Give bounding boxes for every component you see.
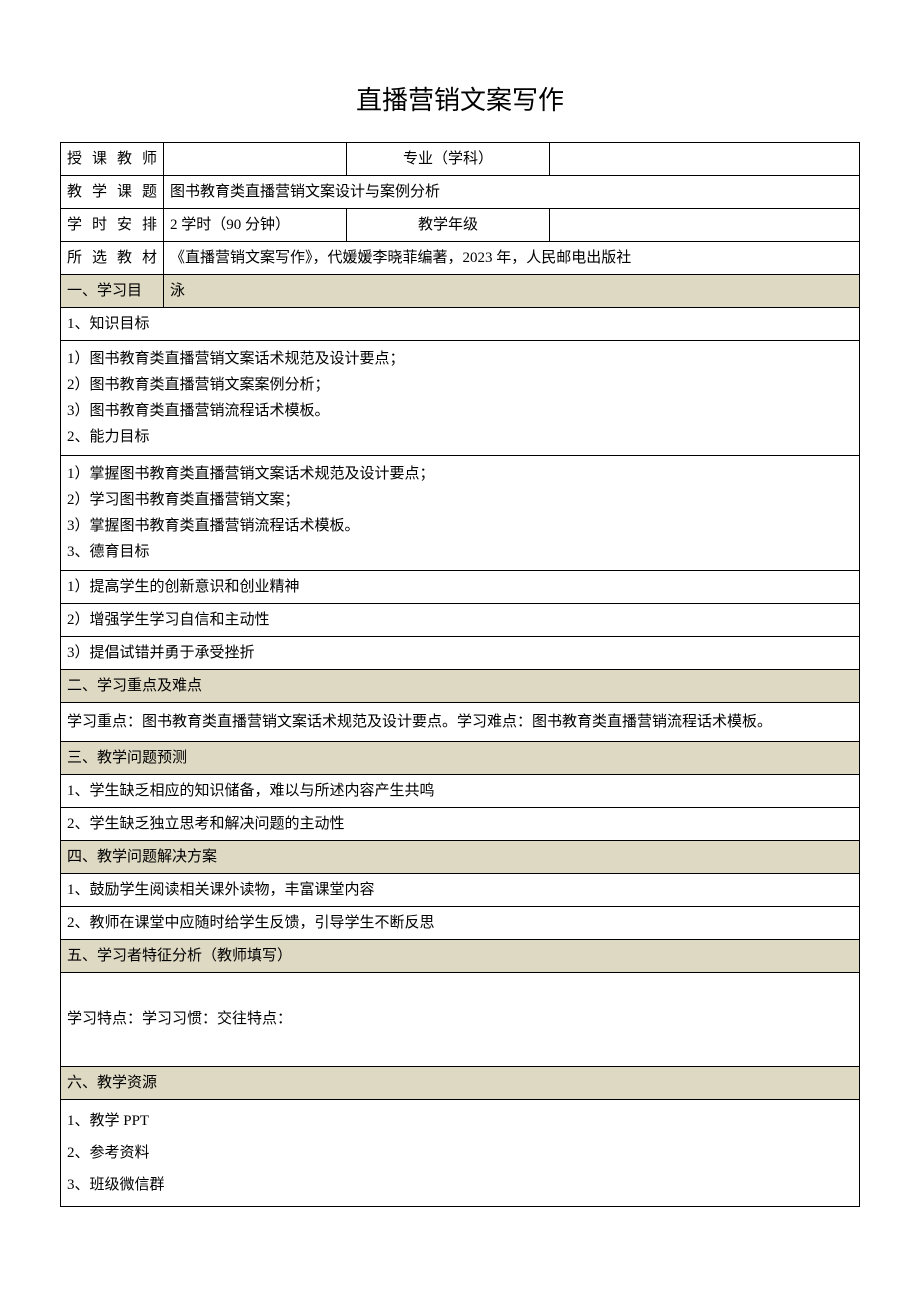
row-s4-l1: 1、鼓励学生阅读相关课外读物，丰富课堂内容 bbox=[61, 873, 860, 906]
s4-l2: 2、教师在课堂中应随时给学生反馈，引导学生不断反思 bbox=[61, 906, 860, 939]
row-s6-body: 1、教学 PPT 2、参考资料 3、班级微信群 bbox=[61, 1099, 860, 1206]
subject-value bbox=[550, 142, 860, 175]
row-s3-l2: 2、学生缺乏独立思考和解决问题的主动性 bbox=[61, 807, 860, 840]
row-s5-body: 学习特点：学习习惯：交往特点： bbox=[61, 972, 860, 1066]
hours-value: 2 学时（90 分钟） bbox=[164, 208, 347, 241]
a1: 1）掌握图书教育类直播营销文案话术规范及设计要点； bbox=[67, 462, 853, 486]
knowledge-title: 1、知识目标 bbox=[61, 307, 860, 340]
topic-label: 教学课题 bbox=[61, 175, 164, 208]
s6-l3: 3、班级微信群 bbox=[67, 1170, 853, 1200]
a2: 2）学习图书教育类直播营销文案； bbox=[67, 488, 853, 512]
s4-l1: 1、鼓励学生阅读相关课外读物，丰富课堂内容 bbox=[61, 873, 860, 906]
row-teacher: 授课教师 专业（学科） bbox=[61, 142, 860, 175]
s2-header: 二、学习重点及难点 bbox=[61, 669, 860, 702]
section-3-header: 三、教学问题预测 bbox=[61, 741, 860, 774]
s5-header: 五、学习者特征分析（教师填写） bbox=[61, 939, 860, 972]
textbook-value: 《直播营销文案写作》，代媛媛李晓菲编著，2023 年，人民邮电出版社 bbox=[164, 241, 860, 274]
row-ability-items: 1）掌握图书教育类直播营销文案话术规范及设计要点； 2）学习图书教育类直播营销文… bbox=[61, 455, 860, 570]
row-m1: 1）提高学生的创新意识和创业精神 bbox=[61, 570, 860, 603]
s3-header: 三、教学问题预测 bbox=[61, 741, 860, 774]
row-knowledge-items: 1）图书教育类直播营销文案话术规范及设计要点； 2）图书教育类直播营销文案案例分… bbox=[61, 340, 860, 455]
ability-items: 1）掌握图书教育类直播营销文案话术规范及设计要点； 2）学习图书教育类直播营销文… bbox=[61, 455, 860, 570]
s6-header: 六、教学资源 bbox=[61, 1066, 860, 1099]
row-textbook: 所选教材 《直播营销文案写作》，代媛媛李晓菲编著，2023 年，人民邮电出版社 bbox=[61, 241, 860, 274]
k1: 1）图书教育类直播营销文案话术规范及设计要点； bbox=[67, 347, 853, 371]
row-s2-body: 学习重点：图书教育类直播营销文案话术规范及设计要点。学习难点：图书教育类直播营销… bbox=[61, 702, 860, 741]
section-6-header: 六、教学资源 bbox=[61, 1066, 860, 1099]
section-1-header: 一、学习目 泳 bbox=[61, 274, 860, 307]
grade-value bbox=[550, 208, 860, 241]
teacher-value bbox=[164, 142, 347, 175]
lesson-plan-table: 授课教师 专业（学科） 教学课题 图书教育类直播营销文案设计与案例分析 学时安排… bbox=[60, 142, 860, 1207]
row-m3: 3）提倡试错并勇于承受挫折 bbox=[61, 636, 860, 669]
s6-body: 1、教学 PPT 2、参考资料 3、班级微信群 bbox=[61, 1099, 860, 1206]
m3: 3）提倡试错并勇于承受挫折 bbox=[61, 636, 860, 669]
section-2-header: 二、学习重点及难点 bbox=[61, 669, 860, 702]
section-4-header: 四、教学问题解决方案 bbox=[61, 840, 860, 873]
s5-body: 学习特点：学习习惯：交往特点： bbox=[61, 972, 860, 1066]
document-title: 直播营销文案写作 bbox=[60, 80, 860, 122]
s2-body: 学习重点：图书教育类直播营销文案话术规范及设计要点。学习难点：图书教育类直播营销… bbox=[61, 702, 860, 741]
section-5-header: 五、学习者特征分析（教师填写） bbox=[61, 939, 860, 972]
s3-l1: 1、学生缺乏相应的知识储备，难以与所述内容产生共鸣 bbox=[61, 774, 860, 807]
a3: 3）掌握图书教育类直播营销流程话术模板。 bbox=[67, 514, 853, 538]
s6-l1: 1、教学 PPT bbox=[67, 1106, 853, 1136]
k2: 2）图书教育类直播营销文案案例分析； bbox=[67, 373, 853, 397]
row-m2: 2）增强学生学习自信和主动性 bbox=[61, 603, 860, 636]
hours-label: 学时安排 bbox=[61, 208, 164, 241]
row-s3-l1: 1、学生缺乏相应的知识储备，难以与所述内容产生共鸣 bbox=[61, 774, 860, 807]
subject-label: 专业（学科） bbox=[347, 142, 550, 175]
moral-title: 3、德育目标 bbox=[67, 540, 853, 564]
s6-l2: 2、参考资料 bbox=[67, 1138, 853, 1168]
knowledge-items: 1）图书教育类直播营销文案话术规范及设计要点； 2）图书教育类直播营销文案案例分… bbox=[61, 340, 860, 455]
k3: 3）图书教育类直播营销流程话术模板。 bbox=[67, 399, 853, 423]
textbook-label: 所选教材 bbox=[61, 241, 164, 274]
row-hours: 学时安排 2 学时（90 分钟） 教学年级 bbox=[61, 208, 860, 241]
grade-label: 教学年级 bbox=[347, 208, 550, 241]
s1-label-right: 泳 bbox=[164, 274, 860, 307]
s4-header: 四、教学问题解决方案 bbox=[61, 840, 860, 873]
row-topic: 教学课题 图书教育类直播营销文案设计与案例分析 bbox=[61, 175, 860, 208]
s1-label-left: 一、学习目 bbox=[61, 274, 164, 307]
ability-title: 2、能力目标 bbox=[67, 425, 853, 449]
m2: 2）增强学生学习自信和主动性 bbox=[61, 603, 860, 636]
teacher-label: 授课教师 bbox=[61, 142, 164, 175]
m1: 1）提高学生的创新意识和创业精神 bbox=[61, 570, 860, 603]
row-s4-l2: 2、教师在课堂中应随时给学生反馈，引导学生不断反思 bbox=[61, 906, 860, 939]
row-knowledge-title: 1、知识目标 bbox=[61, 307, 860, 340]
s3-l2: 2、学生缺乏独立思考和解决问题的主动性 bbox=[61, 807, 860, 840]
topic-value: 图书教育类直播营销文案设计与案例分析 bbox=[164, 175, 860, 208]
